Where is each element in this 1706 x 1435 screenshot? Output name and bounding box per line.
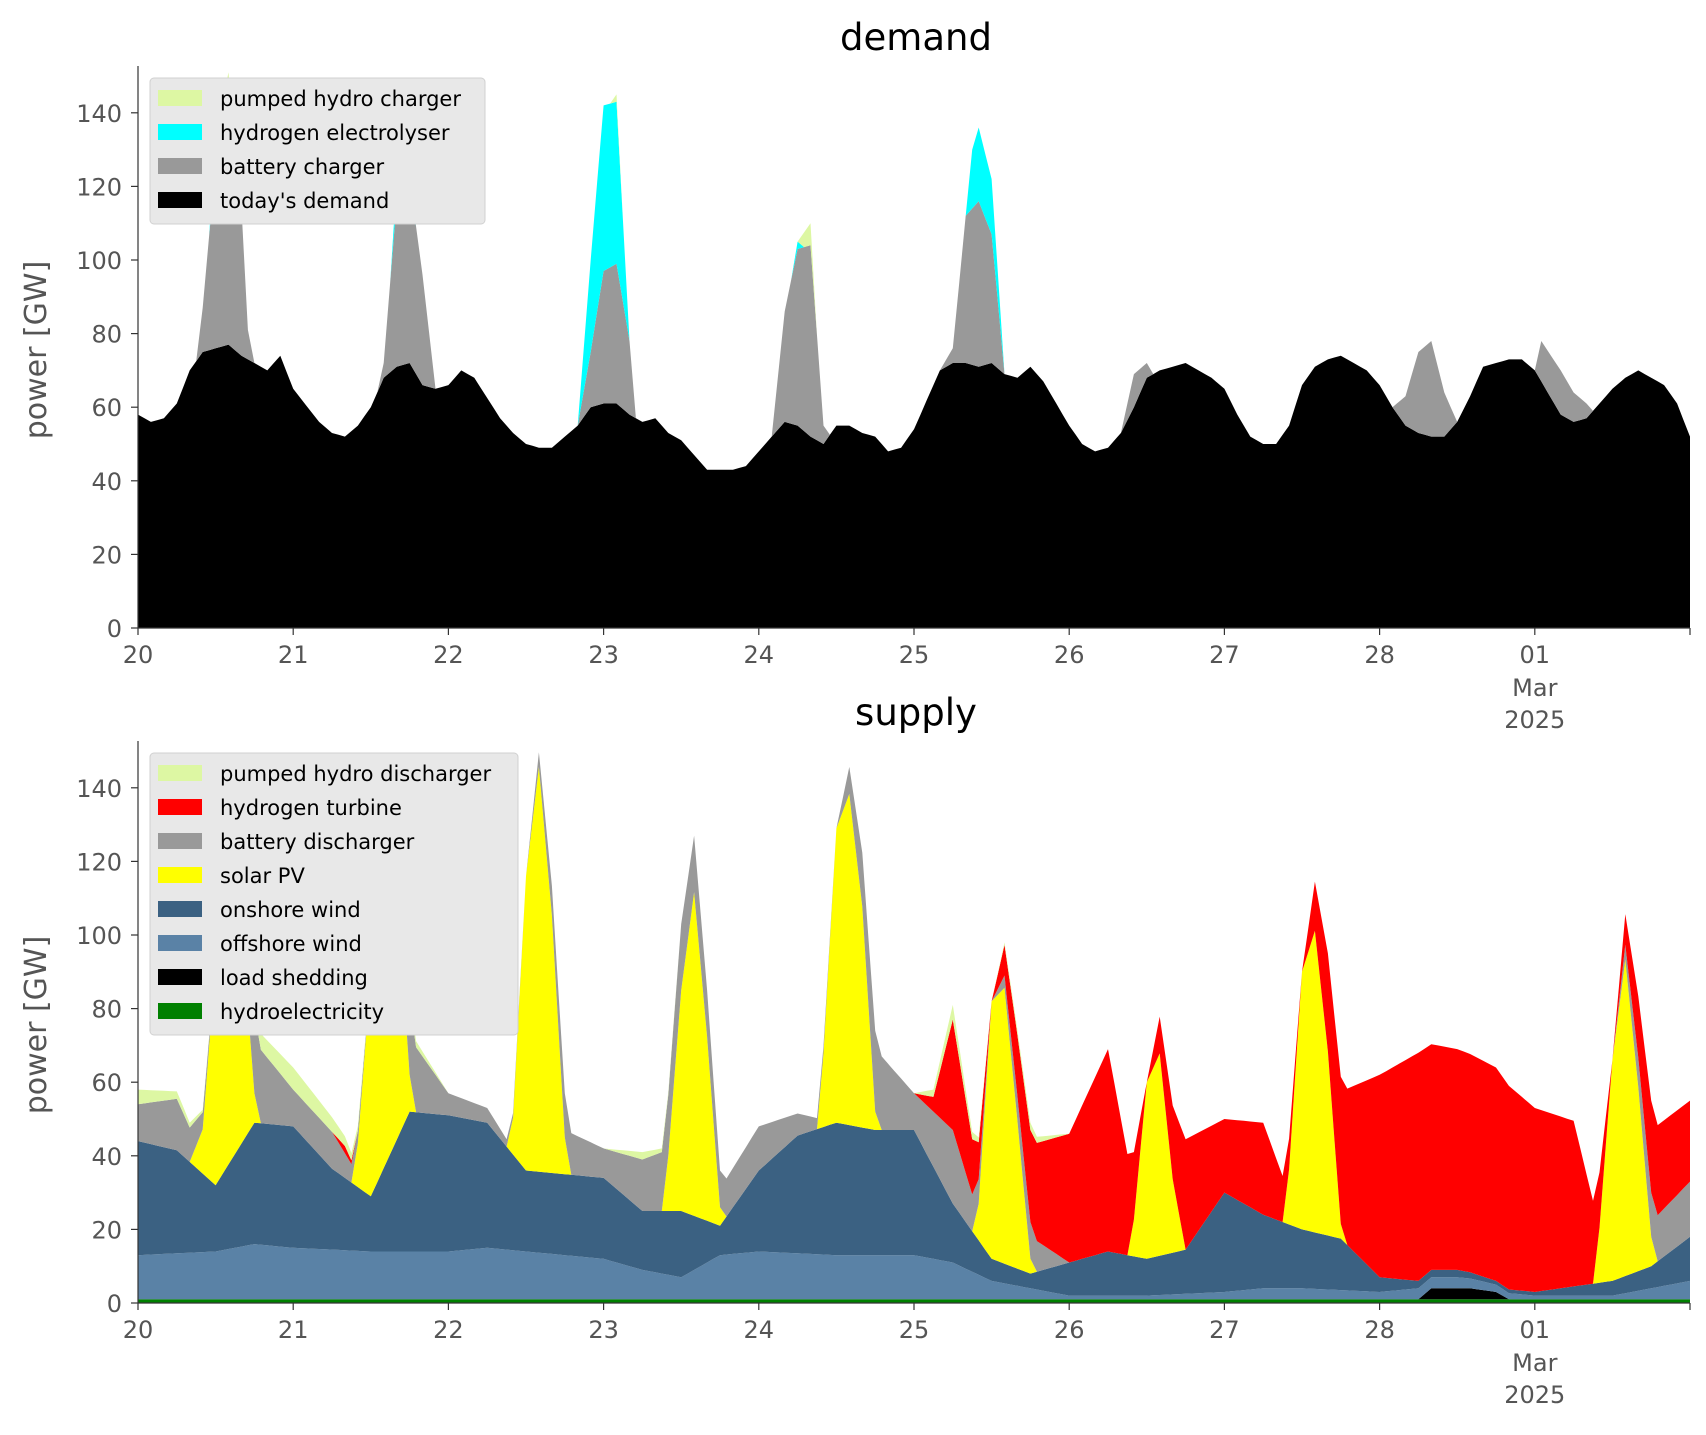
x-tick-label: 01 — [1520, 641, 1551, 669]
legend-label: onshore wind — [220, 898, 361, 922]
legend-label: battery charger — [220, 155, 385, 179]
x-tick-label: 24 — [744, 1316, 775, 1344]
x-tick-year-label: 2025 — [1504, 1381, 1565, 1409]
x-tick-label: 21 — [278, 1316, 309, 1344]
legend-swatch — [158, 124, 202, 140]
x-tick-label: 27 — [1209, 641, 1240, 669]
y-tick-label: 40 — [91, 1143, 122, 1171]
y-tick-label: 0 — [107, 615, 122, 643]
legend-label: pumped hydro charger — [220, 87, 461, 111]
x-tick-label: 28 — [1364, 641, 1395, 669]
x-tick-label: 27 — [1209, 1316, 1240, 1344]
area-today-s-demand — [138, 344, 1690, 628]
legend-swatch — [158, 1003, 202, 1019]
legend-item-battery-discharger: battery discharger — [158, 830, 415, 854]
x-tick-label: 26 — [1054, 641, 1085, 669]
x-tick-label: 26 — [1054, 1316, 1085, 1344]
y-tick-label: 60 — [91, 394, 122, 422]
area-onshore-wind — [138, 1111, 1690, 1296]
legend-item-hydrogen-turbine: hydrogen turbine — [158, 796, 402, 820]
legend-swatch — [158, 901, 202, 917]
y-tick-label: 100 — [76, 247, 122, 275]
legend-swatch — [158, 765, 202, 781]
x-tick-label: 24 — [744, 641, 775, 669]
legend-box — [149, 77, 486, 225]
x-tick-label: 25 — [899, 641, 930, 669]
legend-item-battery-charger: battery charger — [158, 155, 385, 179]
legend-item-load-shedding: load shedding — [158, 966, 368, 990]
y-axis-label: power [GW] — [19, 936, 54, 1115]
legend-label: today's demand — [220, 189, 389, 213]
y-axis-label: power [GW] — [19, 261, 54, 440]
y-tick-label: 60 — [91, 1069, 122, 1097]
area-solar-pv — [138, 766, 1690, 1292]
legend-item-solar-pv: solar PV — [158, 864, 305, 888]
legend-item-onshore-wind: onshore wind — [158, 898, 361, 922]
legend-swatch — [158, 867, 202, 883]
legend-label: hydrogen electrolyser — [220, 121, 450, 145]
x-tick-label: 21 — [278, 641, 309, 669]
x-tick-label: 23 — [588, 641, 619, 669]
y-tick-label: 120 — [76, 173, 122, 201]
legend-swatch — [158, 833, 202, 849]
x-tick-label: 20 — [123, 641, 154, 669]
legend-swatch — [158, 935, 202, 951]
legend-label: pumped hydro discharger — [220, 762, 491, 786]
x-tick-label: 22 — [433, 1316, 464, 1344]
y-tick-label: 0 — [107, 1290, 122, 1318]
legend-item-offshore-wind: offshore wind — [158, 932, 362, 956]
x-tick-label: 01 — [1520, 1316, 1551, 1344]
x-tick-label: 23 — [588, 1316, 619, 1344]
legend-label: offshore wind — [220, 932, 362, 956]
legend-label: hydrogen turbine — [220, 796, 402, 820]
legend-item-hydrogen-electrolyser: hydrogen electrolyser — [158, 121, 450, 145]
area-hydrogen-turbine — [138, 752, 1690, 1292]
y-tick-label: 20 — [91, 541, 122, 569]
legend-box — [149, 752, 519, 1036]
legend-label: hydroelectricity — [220, 1000, 384, 1024]
x-tick-label: 22 — [433, 641, 464, 669]
x-tick-label: 28 — [1364, 1316, 1395, 1344]
area-offshore-wind — [138, 1244, 1690, 1300]
legend-swatch — [158, 158, 202, 174]
x-tick-month-label: Mar — [1512, 674, 1557, 702]
y-tick-label: 80 — [91, 996, 122, 1024]
legend: pumped hydro discharger hydrogen turbine b… — [149, 752, 519, 1036]
legend-item-today-s-demand: today's demand — [158, 189, 389, 213]
y-tick-label: 100 — [76, 922, 122, 950]
legend-swatch — [158, 192, 202, 208]
y-tick-label: 140 — [76, 100, 122, 128]
chart-title: supply — [855, 691, 977, 734]
area-series-group — [138, 72, 1690, 628]
y-tick-label: 40 — [91, 468, 122, 496]
y-tick-label: 120 — [76, 848, 122, 876]
legend-item-hydroelectricity: hydroelectricity — [158, 1000, 384, 1024]
legend-swatch — [158, 799, 202, 815]
x-tick-year-label: 2025 — [1504, 706, 1565, 734]
legend-item-pumped-hydro-discharger: pumped hydro discharger — [158, 762, 491, 786]
y-tick-label: 140 — [76, 775, 122, 803]
legend-swatch — [158, 90, 202, 106]
y-tick-label: 20 — [91, 1216, 122, 1244]
x-tick-label: 25 — [899, 1316, 930, 1344]
chart-title: demand — [840, 16, 992, 59]
x-tick-label: 20 — [123, 1316, 154, 1344]
legend-item-pumped-hydro-charger: pumped hydro charger — [158, 87, 461, 111]
x-tick-month-label: Mar — [1512, 1349, 1557, 1377]
legend-label: battery discharger — [220, 830, 415, 854]
legend-swatch — [158, 969, 202, 985]
area-hydroelectricity — [138, 1299, 1690, 1303]
legend-label: load shedding — [220, 966, 368, 990]
legend: pumped hydro charger hydrogen electrolyse… — [149, 77, 486, 225]
area-series-group — [138, 752, 1690, 1303]
legend-label: solar PV — [220, 864, 305, 888]
y-tick-label: 80 — [91, 321, 122, 349]
